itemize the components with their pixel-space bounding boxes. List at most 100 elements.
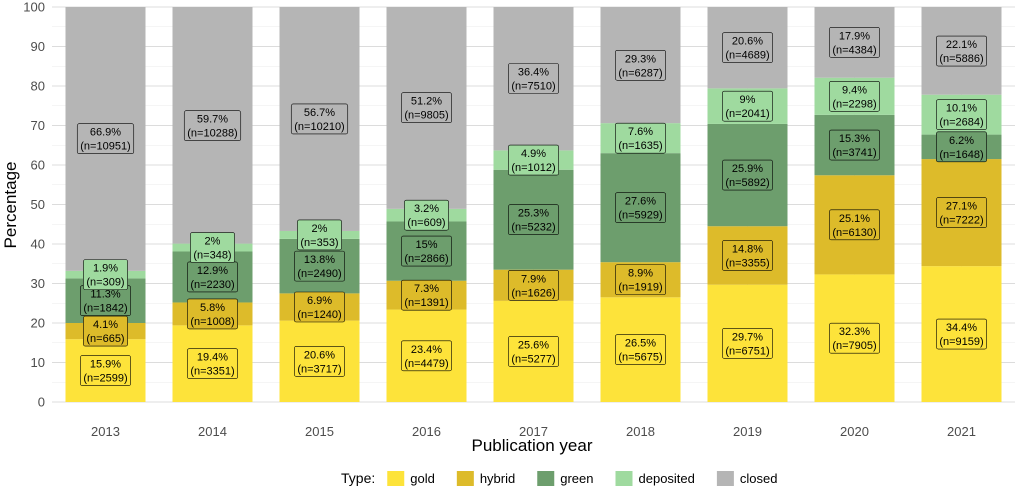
- segment-label-closed: 20.6% (n=4689): [722, 32, 773, 63]
- legend-swatch-hybrid: [456, 471, 474, 486]
- segment-percent-label: 9.4%: [842, 84, 867, 96]
- segment-label-box: [936, 197, 987, 228]
- segment-label-box: [401, 235, 452, 267]
- segment-label-gold: 20.6% (n=3717): [294, 346, 345, 377]
- segment-label-deposited: 1.9% (n=309): [83, 259, 128, 290]
- segment-label-box: [294, 291, 345, 323]
- segment-count-label: (n=2298): [832, 98, 876, 110]
- segment-label-box: [76, 123, 135, 155]
- segment-count-label: (n=10951): [80, 141, 130, 153]
- segment-count-label: (n=5675): [618, 352, 662, 364]
- x-tick-label: 2016: [412, 424, 441, 439]
- segment-label-green: 6.2% (n=1648): [936, 131, 987, 163]
- segment-count-label: (n=1626): [511, 287, 555, 299]
- y-axis-title: Percentage: [1, 162, 20, 249]
- segment-label-gold: 29.7% (n=6751): [722, 328, 773, 359]
- segment-percent-label: 20.6%: [732, 36, 763, 48]
- segment-percent-label: 15.3%: [839, 133, 870, 145]
- y-tick-label: 60: [31, 158, 45, 173]
- segment-label-gold: 26.5% (n=5675): [615, 334, 666, 365]
- legend-swatch-deposited: [615, 471, 633, 486]
- segment-count-label: (n=7510): [511, 80, 555, 92]
- segment-percent-label: 19.4%: [197, 352, 228, 364]
- segment-label-hybrid: 8.9% (n=1919): [615, 264, 666, 296]
- legend: Type: gold hybrid green deposited closed: [341, 470, 777, 486]
- segment-count-label: (n=4384): [832, 44, 876, 56]
- segment-percent-label: 7.9%: [521, 273, 546, 285]
- segment-count-label: (n=1240): [297, 309, 341, 321]
- segment-label-box: [615, 122, 666, 154]
- segment-label-box: [401, 279, 452, 311]
- segment-percent-label: 7.6%: [628, 126, 653, 138]
- segment-percent-label: 2%: [205, 236, 221, 248]
- segment-count-label: (n=2684): [939, 117, 983, 129]
- segment-percent-label: 5.8%: [200, 302, 225, 314]
- segment-label-box: [829, 209, 880, 241]
- segment-count-label: (n=2866): [404, 253, 448, 265]
- y-tick-label: 0: [38, 395, 45, 410]
- segment-label-green: 25.3% (n=5232): [508, 204, 559, 236]
- x-tick-label: 2019: [733, 424, 762, 439]
- segment-label-closed: 66.9% (n=10951): [76, 123, 135, 155]
- segment-label-box: [722, 159, 773, 191]
- segment-count-label: (n=4689): [725, 50, 769, 62]
- segment-count-label: (n=1008): [190, 316, 234, 328]
- segment-label-deposited: 7.6% (n=1635): [615, 122, 666, 154]
- segment-label-box: [508, 63, 559, 94]
- legend-label-hybrid: hybrid: [480, 471, 515, 486]
- segment-label-box: [829, 80, 880, 112]
- y-tick-label: 80: [31, 79, 45, 94]
- segment-label-box: [290, 103, 349, 135]
- segment-count-label: (n=10288): [187, 128, 237, 140]
- segment-count-label: (n=9159): [939, 336, 983, 348]
- legend-swatch-gold: [387, 471, 405, 486]
- segment-label-box: [615, 49, 666, 81]
- segment-label-gold: 23.4% (n=4479): [401, 340, 452, 372]
- segment-count-label: (n=6130): [832, 227, 876, 239]
- segment-count-label: (n=3717): [297, 363, 341, 375]
- segment-label-hybrid: 4.1% (n=665): [83, 315, 128, 347]
- segment-percent-label: 59.7%: [197, 114, 228, 126]
- segment-count-label: (n=1635): [618, 140, 662, 152]
- segment-percent-label: 25.3%: [518, 208, 549, 220]
- segment-percent-label: 10.1%: [946, 103, 977, 115]
- legend-label-closed: closed: [740, 471, 778, 486]
- segment-label-box: [508, 144, 559, 176]
- segment-count-label: (n=2490): [297, 268, 341, 280]
- segment-label-deposited: 9.4% (n=2298): [829, 80, 880, 112]
- segment-count-label: (n=7905): [832, 340, 876, 352]
- segment-count-label: (n=1842): [83, 303, 127, 315]
- segment-count-label: (n=353): [300, 237, 338, 249]
- segment-percent-label: 3.2%: [414, 203, 439, 215]
- segment-label-box: [508, 204, 559, 236]
- segment-label-green: 13.8% (n=2490): [294, 250, 345, 282]
- segment-percent-label: 26.5%: [625, 338, 656, 350]
- segment-label-deposited: 10.1% (n=2684): [936, 99, 987, 130]
- legend-swatch-closed: [716, 471, 734, 486]
- segment-label-green: 15.3% (n=3741): [829, 129, 880, 161]
- segment-percent-label: 15.9%: [90, 359, 121, 371]
- segment-percent-label: 22.1%: [946, 39, 977, 51]
- segment-percent-label: 25.9%: [732, 163, 763, 175]
- segment-label-closed: 17.9% (n=4384): [829, 27, 880, 58]
- segment-percent-label: 34.4%: [946, 322, 977, 334]
- segment-count-label: (n=5929): [618, 210, 662, 222]
- segment-label-box: [615, 264, 666, 296]
- segment-percent-label: 4.9%: [521, 148, 546, 160]
- segment-label-gold: 34.4% (n=9159): [936, 318, 987, 350]
- legend-label-deposited: deposited: [639, 471, 695, 486]
- y-tick-label: 100: [23, 0, 45, 15]
- segment-count-label: (n=5892): [725, 177, 769, 189]
- x-tick-label: 2018: [626, 424, 655, 439]
- segment-count-label: (n=5277): [511, 353, 555, 365]
- segment-label-deposited: 2% (n=348): [190, 232, 235, 263]
- segment-label-box: [80, 355, 131, 386]
- legend-label-green: green: [560, 471, 593, 486]
- segment-percent-label: 11.3%: [90, 289, 121, 301]
- segment-count-label: (n=1919): [618, 282, 662, 294]
- segment-label-box: [83, 315, 128, 347]
- segment-percent-label: 36.4%: [518, 66, 549, 78]
- segment-label-box: [936, 35, 987, 67]
- segment-percent-label: 2%: [312, 223, 328, 235]
